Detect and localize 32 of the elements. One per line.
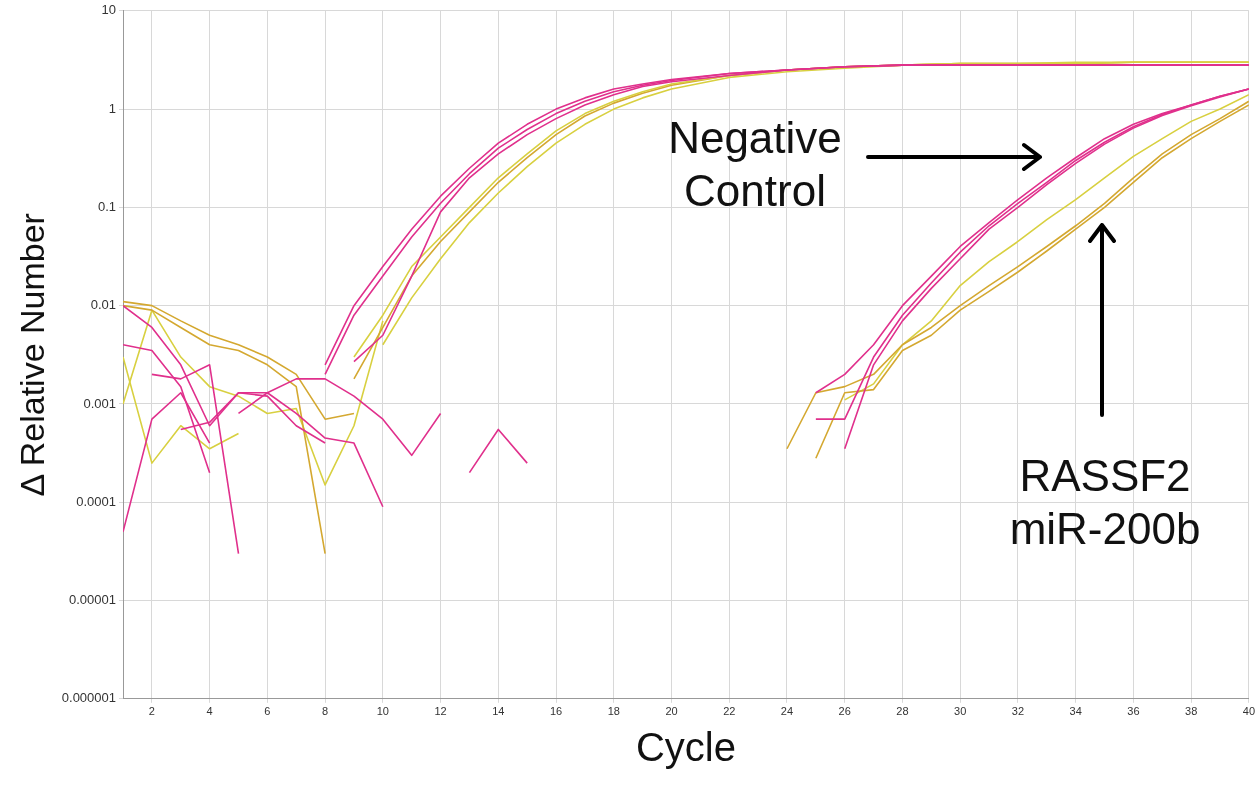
- y-tick-label: 1: [108, 100, 117, 116]
- annotation: RASSF2 miR-200b: [1008, 450, 1202, 555]
- y-tick-label: 0.000001: [61, 690, 117, 706]
- x-tick-label: 22: [723, 705, 736, 718]
- x-tick-label: 10: [376, 705, 389, 718]
- x-axis-title: Cycle: [635, 725, 736, 770]
- x-tick-label: 8: [322, 705, 329, 718]
- x-tick-label: 14: [492, 705, 505, 718]
- x-tick-label: 34: [1069, 705, 1082, 718]
- annotation: Negative Control: [667, 112, 843, 217]
- y-tick-label: 0.01: [90, 297, 117, 313]
- y-axis-title: Δ Relative Number: [12, 213, 51, 497]
- x-tick-label: 28: [896, 705, 909, 718]
- x-tick-label: 2: [148, 705, 155, 718]
- x-tick-label: 20: [665, 705, 678, 718]
- x-tick-label: 36: [1127, 705, 1140, 718]
- x-tick-label: 30: [954, 705, 967, 718]
- y-tick-label: 0.00001: [69, 592, 117, 608]
- y-tick-label: 10: [101, 2, 117, 18]
- x-tick-label: 24: [780, 705, 794, 718]
- x-tick-label: 16: [549, 705, 563, 718]
- x-tick-label: 38: [1185, 705, 1198, 718]
- x-tick-label: 4: [206, 705, 213, 718]
- x-tick-label: 26: [838, 705, 851, 718]
- y-tick-label: 0.001: [83, 395, 117, 411]
- x-tick-label: 18: [607, 705, 620, 718]
- y-tick-label: 0.1: [97, 198, 117, 214]
- y-tick-label: 0.0001: [76, 493, 117, 509]
- x-tick-label: 32: [1011, 705, 1025, 718]
- x-tick-label: 40: [1242, 705, 1256, 718]
- x-tick-label: 6: [264, 705, 271, 718]
- x-tick-label: 12: [434, 705, 447, 718]
